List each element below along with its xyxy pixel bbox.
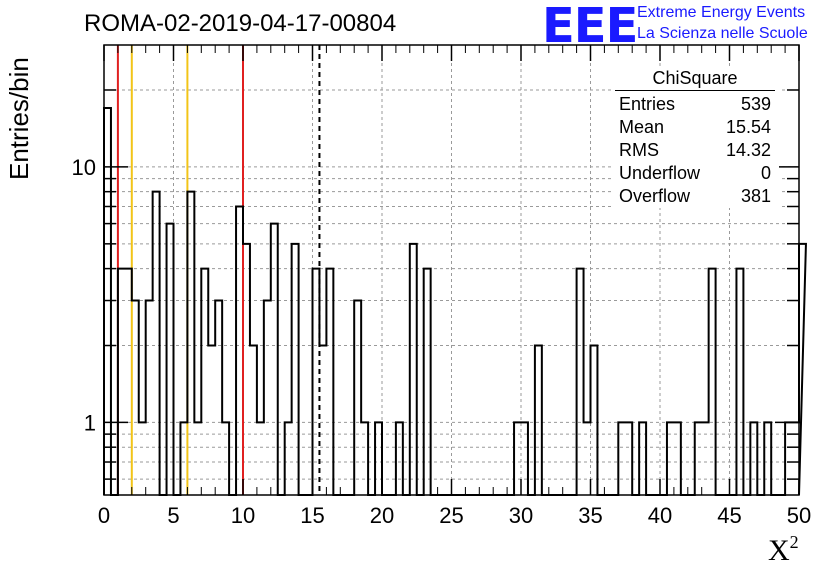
histogram-bin (319, 346, 326, 495)
histogram-bin (361, 422, 368, 495)
marker-lines (116, 45, 321, 495)
histogram-bin (785, 422, 792, 495)
axis-ticks (103, 45, 800, 495)
histogram-bin (201, 269, 208, 495)
x-tick-label: 30 (509, 503, 533, 528)
stats-label: Overflow (619, 186, 691, 206)
histogram-bin (709, 269, 716, 495)
histogram-bin (125, 269, 132, 495)
x-tick-label: 45 (717, 503, 741, 528)
x-tick-label: 20 (370, 503, 394, 528)
histogram-bin (180, 422, 187, 495)
x-axis-label: X2 (768, 532, 799, 568)
x-tick-label: 50 (787, 503, 811, 528)
histogram-bin (139, 422, 146, 495)
stats-box: ChiSquare Entries 539 Mean 15.54 RMS 14.32 … (611, 68, 779, 208)
histogram-bin (222, 422, 229, 495)
histogram-bin (167, 224, 174, 495)
x-tick-label: 35 (578, 503, 602, 528)
stats-value: 381 (740, 186, 771, 206)
stats-value: 14.32 (725, 140, 771, 160)
x-tick-label: 5 (167, 503, 179, 528)
histogram-bin (736, 269, 743, 495)
histogram-bin (577, 269, 584, 495)
stats-row: RMS 14.32 (611, 139, 779, 162)
x-tick-label: 0 (98, 503, 110, 528)
histogram-bin (250, 346, 257, 495)
stats-title: ChiSquare (615, 68, 775, 91)
histogram-bin (194, 422, 201, 495)
histogram-bin (285, 422, 292, 495)
y-tick-label: 10 (72, 155, 96, 180)
histogram-bin (625, 422, 632, 495)
histogram-bin (187, 192, 194, 495)
x-axis-label-sup: 2 (789, 532, 799, 552)
x-tick-label: 10 (231, 503, 255, 528)
histogram-bin (243, 244, 250, 495)
histogram-bin (292, 244, 299, 495)
histogram-bin (104, 108, 111, 495)
histogram-bin (639, 422, 646, 495)
x-tick-label: 25 (439, 503, 463, 528)
y-axis-label: Entries/bin (4, 57, 34, 180)
histogram-bin (313, 269, 320, 495)
histogram-bin (208, 346, 215, 495)
histogram-bin (667, 422, 674, 495)
stats-row: Underflow 0 (611, 162, 779, 185)
histogram-bin (215, 301, 222, 495)
histogram-bin (764, 422, 771, 495)
stats-label: Underflow (619, 163, 701, 183)
chart-title: ROMA-02-2019-04-17-00804 (84, 10, 397, 37)
tick-labels: 0 5 10 15 20 25 30 35 40 45 50 1 10 (72, 155, 812, 528)
histogram-bin (354, 301, 361, 495)
histogram-bin (591, 346, 598, 495)
histogram-bin (410, 244, 417, 495)
histogram-bin (618, 422, 625, 495)
stats-label: RMS (619, 140, 659, 160)
histogram-bin (535, 346, 542, 495)
histogram-bin (236, 206, 243, 495)
histogram-bin (326, 269, 333, 495)
histogram-bin (271, 224, 278, 495)
histogram-bin (264, 301, 271, 495)
histogram-bin (146, 301, 153, 495)
histogram-bin (702, 422, 709, 495)
logo-text-line2: La Scienza nelle Scuole (637, 25, 808, 42)
histogram-bin (257, 422, 264, 495)
stats-value: 0 (760, 163, 771, 183)
histogram-bin (674, 422, 681, 495)
histogram-bin (375, 422, 382, 495)
histogram-bin (153, 192, 160, 495)
histogram-bin (695, 422, 702, 495)
stats-label: Mean (619, 117, 665, 137)
y-tick-label: 1 (84, 410, 96, 435)
histogram-bin (514, 422, 521, 495)
x-axis-label-main: X (768, 534, 790, 567)
eee-logo: EEE (542, 0, 638, 54)
histogram-bin (396, 422, 403, 495)
stats-label: Entries (619, 94, 676, 114)
stats-row: Overflow 381 (611, 185, 779, 208)
stats-value: 15.54 (725, 117, 771, 137)
histogram-bin (584, 422, 591, 495)
x-tick-label: 15 (300, 503, 324, 528)
x-tick-label: 40 (648, 503, 672, 528)
histogram-bin (521, 422, 528, 495)
histogram-bin (792, 422, 799, 495)
stats-value: 539 (740, 94, 771, 114)
histogram-bin (750, 422, 757, 495)
histogram-bin (118, 269, 125, 495)
histogram-bin (424, 269, 431, 495)
histogram-bin (132, 301, 139, 495)
stats-row: Mean 15.54 (611, 116, 779, 139)
logo-text-line1: Extreme Energy Events (637, 4, 806, 21)
stats-row: Entries 539 (611, 93, 779, 116)
